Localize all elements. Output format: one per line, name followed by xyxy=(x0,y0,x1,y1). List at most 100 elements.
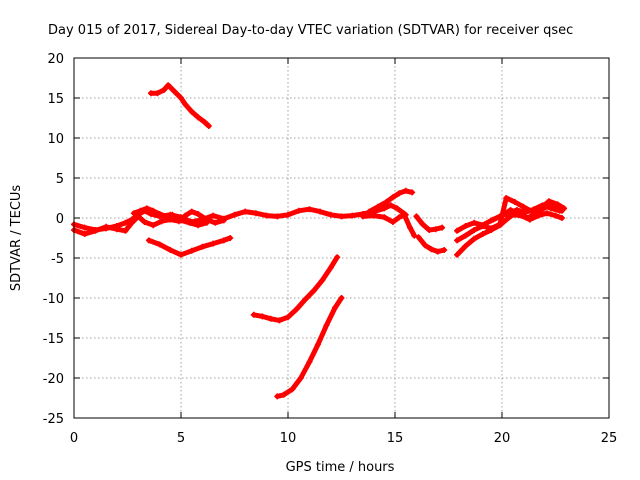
y-tick-label: -25 xyxy=(43,412,64,427)
data-point xyxy=(231,211,238,218)
y-tick-label: -20 xyxy=(43,372,64,387)
data-point xyxy=(503,216,510,223)
data-point xyxy=(389,219,396,225)
data-point xyxy=(550,202,557,209)
series-sat-e xyxy=(145,235,234,258)
data-point xyxy=(250,311,257,318)
data-point xyxy=(128,219,135,226)
data-point xyxy=(289,386,296,393)
data-point xyxy=(471,219,478,226)
y-axis-label: SDTVAR / TECUs xyxy=(9,185,24,292)
series-layer xyxy=(71,82,568,400)
data-point xyxy=(332,304,339,311)
data-point xyxy=(145,237,152,244)
data-point xyxy=(150,222,157,229)
series-sat-a xyxy=(148,82,212,129)
data-point xyxy=(496,221,503,228)
data-point xyxy=(195,211,202,217)
data-point xyxy=(130,210,137,217)
data-point xyxy=(171,88,178,95)
series-sat-i xyxy=(359,211,409,225)
series-sat-k xyxy=(415,234,448,255)
data-point xyxy=(319,277,326,284)
series-line xyxy=(146,235,233,258)
x-tick-label: 25 xyxy=(601,431,618,446)
data-point xyxy=(323,322,330,329)
data-point xyxy=(297,375,304,381)
x-tick-labels: 0 5 10 15 20 25 xyxy=(70,431,617,446)
data-point xyxy=(396,190,403,197)
series-line xyxy=(148,82,212,129)
x-tick-label: 0 xyxy=(70,431,78,446)
data-point xyxy=(165,82,172,89)
data-point xyxy=(143,205,150,212)
axis-ticks xyxy=(73,57,610,419)
data-point xyxy=(479,223,486,229)
data-point xyxy=(387,202,394,209)
y-tick-labels: 20 15 10 5 0 -5 -10 -15 -20 -25 xyxy=(43,52,64,427)
data-point xyxy=(533,210,540,217)
data-point xyxy=(274,213,281,220)
chart-title: Day 015 of 2017, Sidereal Day-to-day VTE… xyxy=(48,23,573,38)
data-point xyxy=(182,101,189,108)
data-point xyxy=(137,207,144,214)
x-tick-label: 15 xyxy=(387,431,404,446)
y-tick-label: 10 xyxy=(47,132,64,147)
data-point xyxy=(541,204,548,211)
data-point xyxy=(293,306,300,313)
data-point xyxy=(212,219,219,226)
data-point xyxy=(516,211,523,217)
data-point xyxy=(462,243,469,249)
data-point xyxy=(374,203,381,210)
data-point xyxy=(520,203,527,210)
data-point xyxy=(195,222,202,229)
data-point xyxy=(426,227,433,233)
data-point xyxy=(276,317,283,324)
data-point xyxy=(419,221,426,228)
data-point xyxy=(141,219,148,225)
y-tick-label: 15 xyxy=(47,92,64,107)
data-point xyxy=(454,251,461,258)
series-sat-g xyxy=(274,295,345,400)
data-point xyxy=(310,287,317,294)
series-sat-o xyxy=(490,202,565,223)
data-point xyxy=(295,207,302,214)
data-point xyxy=(113,226,120,233)
data-point xyxy=(92,227,99,234)
data-point xyxy=(252,210,259,217)
data-point xyxy=(160,87,167,93)
y-tick-label: -15 xyxy=(43,332,64,347)
data-point xyxy=(558,207,565,214)
data-point xyxy=(306,206,313,213)
data-point xyxy=(154,90,161,97)
data-point xyxy=(227,235,234,241)
data-point xyxy=(471,235,478,242)
data-point xyxy=(471,227,478,233)
grid xyxy=(74,58,609,418)
x-tick-label: 5 xyxy=(177,431,185,446)
x-axis-label: GPS time / hours xyxy=(286,460,395,475)
data-point xyxy=(81,231,88,237)
data-point xyxy=(411,232,418,239)
data-point xyxy=(338,213,345,220)
data-point xyxy=(432,226,439,233)
data-point xyxy=(220,217,227,224)
x-tick-label: 10 xyxy=(280,431,297,446)
data-point xyxy=(186,219,193,226)
data-point xyxy=(439,224,446,231)
data-point xyxy=(178,217,184,224)
data-point xyxy=(188,108,195,115)
data-point xyxy=(302,296,309,303)
data-point xyxy=(511,199,518,205)
data-point xyxy=(306,359,313,365)
series-line xyxy=(251,254,340,323)
y-tick-label: -5 xyxy=(51,252,64,267)
data-point xyxy=(406,224,413,231)
data-point xyxy=(169,211,176,218)
series-sat-b xyxy=(71,202,418,239)
data-point xyxy=(210,212,217,219)
data-point xyxy=(156,241,163,248)
data-point xyxy=(359,213,366,220)
data-point xyxy=(178,251,184,258)
